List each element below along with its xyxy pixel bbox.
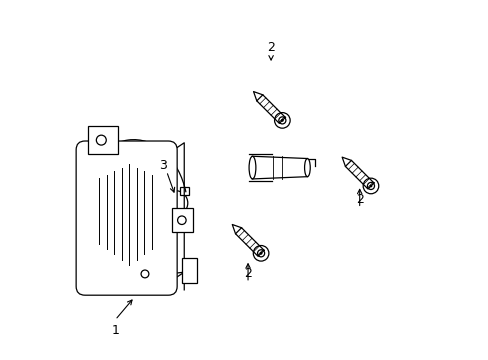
FancyBboxPatch shape — [182, 258, 197, 283]
Circle shape — [259, 252, 262, 255]
Text: 3: 3 — [159, 159, 166, 172]
FancyBboxPatch shape — [172, 208, 193, 233]
Text: 1: 1 — [111, 324, 119, 337]
Circle shape — [281, 119, 283, 122]
FancyBboxPatch shape — [88, 126, 118, 154]
Text: 2: 2 — [244, 267, 251, 280]
Circle shape — [369, 185, 372, 187]
FancyBboxPatch shape — [180, 187, 188, 195]
Text: 2: 2 — [266, 41, 274, 54]
Text: 2: 2 — [355, 193, 363, 206]
FancyBboxPatch shape — [76, 141, 177, 295]
